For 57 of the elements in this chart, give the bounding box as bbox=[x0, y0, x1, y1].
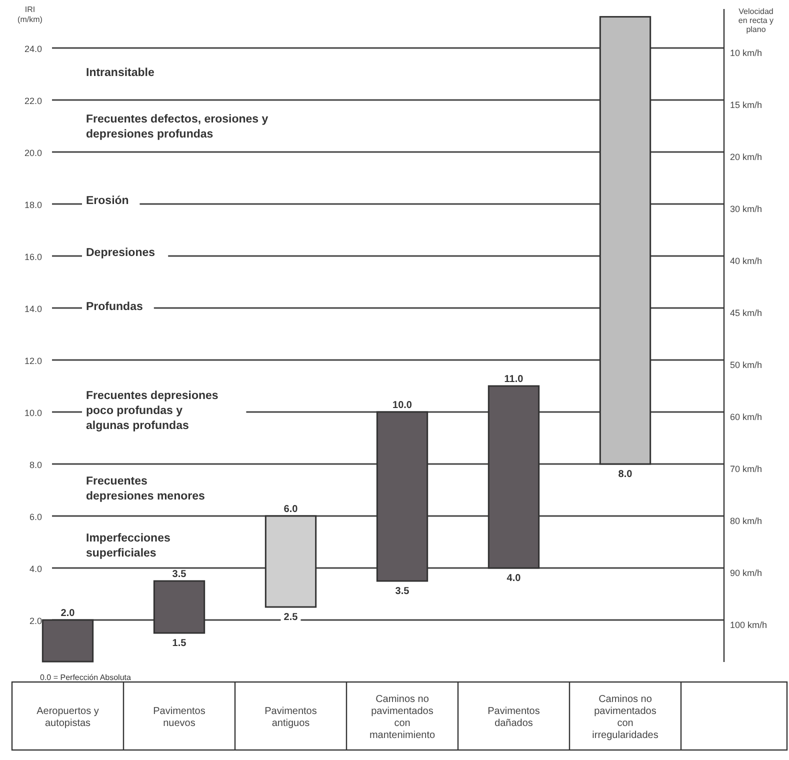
annotation: Depresiones bbox=[86, 247, 156, 259]
annotation: Frecuentes defectos, erosiones y depresiones profundas bbox=[86, 114, 269, 140]
annotation: 4.0 bbox=[506, 573, 522, 584]
ref-line-label: 50 km/h bbox=[730, 360, 762, 370]
y2-axis-title: Velocidad en recta y plano bbox=[738, 7, 774, 34]
ref-line-label: 90 km/h bbox=[730, 568, 762, 578]
ref-line-label: 100 km/h bbox=[730, 620, 768, 630]
annotation: Intransitable bbox=[86, 67, 154, 79]
annotation: Frecuentes depresiones menores bbox=[86, 476, 205, 502]
y-tick-label: 10.0 bbox=[24, 408, 42, 418]
y-tick-label: 8.0 bbox=[29, 460, 42, 470]
data-label: 3.5 bbox=[172, 569, 187, 580]
ref-line-label: 40 km/h bbox=[730, 256, 762, 266]
ref-line-label: 30 km/h bbox=[730, 204, 762, 214]
data-label: 2.0 bbox=[60, 608, 76, 619]
y-tick-label: 4.0 bbox=[29, 564, 42, 574]
ref-line-label: 70 km/h bbox=[730, 464, 762, 474]
data-label: 10.0 bbox=[392, 400, 412, 411]
text: 0.0 = Perfección Absoluta bbox=[40, 673, 132, 682]
y-axis-title: IRI (m/km) bbox=[18, 5, 43, 24]
annotation: 2.5 bbox=[284, 612, 298, 623]
x-tick-label: Pavimentos dañados bbox=[488, 706, 540, 729]
y-tick-label: 24.0 bbox=[24, 44, 42, 54]
x-tick-label: Caminos no pavimentados con irregularidades bbox=[592, 694, 658, 741]
ref-line-label: 80 km/h bbox=[730, 516, 762, 526]
bar bbox=[599, 16, 652, 465]
annotation: 8.0 bbox=[618, 469, 633, 480]
ref-line-label: 15 km/h bbox=[730, 100, 762, 110]
data-label: 11.0 bbox=[504, 374, 524, 385]
y-tick-label: 12.0 bbox=[24, 356, 42, 366]
y-tick-label: 16.0 bbox=[24, 252, 42, 262]
ref-line-label: 10 km/h bbox=[730, 48, 762, 58]
x-tick-label: Aeropuertos y autopistas bbox=[36, 706, 99, 729]
y-tick-label: 22.0 bbox=[24, 96, 42, 106]
annotation: Profundas bbox=[86, 301, 143, 313]
bar bbox=[376, 411, 428, 582]
ref-line-label: 60 km/h bbox=[730, 412, 762, 422]
annotation: 3.5 bbox=[395, 586, 410, 597]
y-tick-label: 14.0 bbox=[24, 304, 42, 314]
data-label: 6.0 bbox=[284, 504, 298, 515]
bar bbox=[264, 515, 317, 608]
y-tick-label: 20.0 bbox=[24, 148, 42, 158]
ref-line-label: 45 km/h bbox=[730, 308, 762, 318]
y-tick-label: 6.0 bbox=[29, 512, 42, 522]
annotation: 1.5 bbox=[172, 638, 187, 649]
x-tick-label: Pavimentos nuevos bbox=[153, 706, 206, 729]
annotation: Erosión bbox=[86, 195, 129, 207]
x-tick-label: Pavimentos antiguos bbox=[264, 706, 317, 729]
ref-line-label: 20 km/h bbox=[730, 152, 762, 162]
annotation: Imperfecciones superficiales bbox=[86, 532, 170, 560]
x-tick-label: Caminos no pavimentados con mantenimiento bbox=[369, 694, 436, 741]
bar bbox=[153, 580, 206, 634]
y-tick-label: 18.0 bbox=[24, 200, 42, 210]
annotation: Frecuentes depresiones poco profundas y algunas profundas bbox=[86, 390, 218, 432]
bar bbox=[42, 619, 94, 662]
y-tick-label: 2.0 bbox=[29, 616, 42, 626]
bar bbox=[488, 385, 540, 569]
